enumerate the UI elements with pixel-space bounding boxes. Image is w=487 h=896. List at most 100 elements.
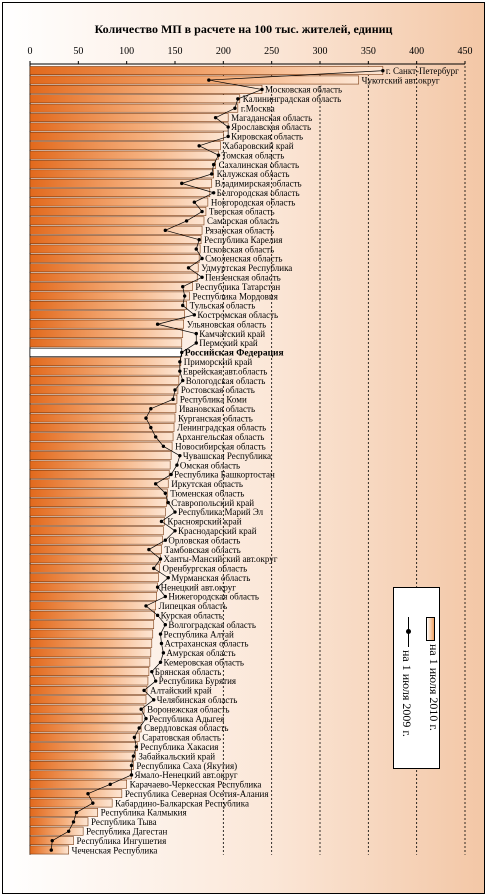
bar-2010 (29, 207, 207, 216)
legend-swatch-2010 (426, 617, 435, 641)
category-label: Мурманская область (171, 573, 250, 583)
point-2009 (153, 435, 158, 439)
point-2009 (158, 557, 163, 561)
bar-2010 (29, 432, 174, 442)
bar-2010 (29, 761, 134, 770)
bar-2010 (29, 469, 170, 479)
point-2009 (194, 247, 198, 251)
bar-2010 (29, 329, 184, 338)
bar-2010 (29, 404, 177, 414)
point-2009 (150, 669, 154, 674)
point-2009 (236, 97, 240, 101)
bar-2010 (29, 366, 181, 376)
point-2009 (163, 538, 168, 542)
bar-2010 (29, 667, 150, 676)
point-2009 (153, 679, 158, 683)
point-2009 (74, 810, 79, 815)
point-2009 (158, 660, 163, 664)
category-label: Республика Карелия (204, 235, 282, 245)
category-label: Ленинградская область (177, 423, 266, 433)
point-2009 (152, 698, 156, 702)
point-2009 (153, 482, 158, 486)
bar-2010 (29, 197, 209, 207)
category-label: Ульяновская область (187, 319, 267, 329)
category-label: Тверская область (209, 207, 275, 217)
category-label: Калининградская область (243, 94, 341, 104)
point-2009 (192, 200, 197, 204)
point-2009 (134, 745, 139, 749)
point-2009 (108, 782, 112, 787)
category-label: Тюменская область (170, 488, 244, 498)
bar-2010 (29, 582, 158, 592)
x-tick-label: 300 (313, 46, 328, 57)
bar-2010 (29, 150, 219, 160)
bar-2010 (29, 75, 359, 85)
category-label: Сахалинская область (219, 160, 300, 170)
point-2009 (66, 829, 71, 833)
category-label: Хабаровский край (223, 141, 293, 151)
category-label: Республика Ингушетия (77, 836, 167, 846)
category-label: Республика Саха (Якутия) (136, 761, 237, 771)
point-2009 (158, 632, 163, 636)
bar-2010 (29, 347, 183, 357)
point-2009 (181, 303, 185, 308)
bar-2010 (29, 310, 185, 320)
bar-2010 (29, 826, 84, 836)
bar-2010 (29, 563, 160, 573)
bar-2010 (29, 84, 263, 94)
x-tick-label: 150 (168, 46, 183, 57)
category-label: Оренбургская область (163, 564, 248, 574)
bar-2010 (29, 789, 123, 799)
bar-2010 (29, 244, 201, 254)
category-label: Еврейская авт.область (183, 366, 268, 376)
point-2009 (142, 688, 146, 693)
point-2009 (182, 294, 187, 298)
category-label: Камчатский край (199, 329, 265, 339)
category-label: Красноярский край (167, 517, 241, 527)
point-2009 (194, 331, 198, 336)
category-label: Калужская область (217, 169, 290, 179)
x-tick-label: 450 (458, 46, 473, 57)
bar-2010 (29, 394, 178, 404)
bar-2010 (29, 685, 148, 695)
point-2009 (226, 134, 230, 139)
point-2009 (184, 219, 189, 223)
bar-2010 (29, 254, 200, 263)
bar-2010 (29, 423, 175, 432)
category-label: Владимирская область (215, 179, 302, 189)
category-label: Республика Тыва (91, 817, 157, 827)
bar-2010 (29, 319, 184, 329)
point-2009 (147, 547, 151, 552)
x-tick-label: 200 (216, 46, 231, 57)
category-label: Карачаево-Черкесская Республика (130, 780, 262, 790)
bar-2010 (29, 798, 113, 808)
point-2009 (149, 425, 153, 430)
category-label: Нижегородская область (168, 592, 259, 602)
category-label: Пермский край (199, 338, 258, 348)
point-2009 (163, 228, 168, 233)
category-label: Ростовская область (181, 385, 255, 395)
point-2009 (50, 838, 54, 843)
point-2009 (200, 256, 204, 261)
point-2009 (86, 792, 90, 796)
category-label: Чукотский авт.округ (362, 75, 440, 85)
point-2009 (91, 801, 95, 805)
point-2009 (180, 181, 184, 186)
chart-title: Количество МП в расчете на 100 тыс. жите… (94, 22, 393, 36)
bar-2010 (29, 592, 157, 601)
category-label: Кемеровская область (164, 657, 245, 667)
point-2009 (149, 407, 153, 411)
legend-label-2009: на 1 июля 2009 г. (400, 650, 414, 737)
category-label: Ханты-Мансийский авт.округ (164, 554, 278, 564)
x-tick-label: 400 (409, 46, 424, 57)
point-2009 (260, 87, 264, 92)
category-label: Республика Татарстан (195, 282, 280, 292)
point-2009 (132, 735, 137, 740)
category-label: Чеченская Республика (72, 845, 158, 855)
legend-label-2010: на 1 июля 2010 г. (427, 644, 441, 731)
category-label: Ямало-Ненецкий авт.округ (135, 770, 238, 780)
point-2009 (139, 707, 143, 711)
point-2009 (381, 68, 385, 73)
bar-2010 (29, 808, 98, 817)
